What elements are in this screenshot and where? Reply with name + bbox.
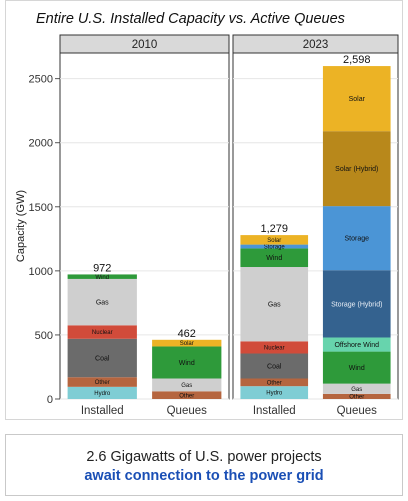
segment-label-other: Other [267, 380, 282, 386]
segment-label-wind: Wind [349, 365, 365, 372]
segment-label-solar: Solar [349, 96, 366, 103]
caption-line-1: 2.6 Gigawatts of U.S. power projects [86, 449, 322, 465]
bar-total-label: 972 [93, 262, 111, 274]
y-tick-label: 1500 [29, 202, 53, 214]
segment-label-gas: Gas [268, 302, 281, 309]
bar-segment-2023-installed-gas [240, 267, 309, 342]
y-tick-label: 0 [47, 394, 53, 406]
bar-segment-2023-installed-coal [240, 353, 309, 379]
bar-total-label: 462 [178, 328, 196, 340]
segment-label-gas: Gas [181, 383, 192, 389]
segment-label-solar: Solar [267, 238, 281, 244]
segment-label-other: Other [349, 395, 364, 401]
bar-segment-2023-queues-storage [322, 206, 391, 271]
bar-segment-2023-installed-storage [240, 244, 309, 249]
segment-label-other: Other [179, 393, 194, 399]
bar-segment-2010-installed-other [67, 377, 137, 387]
x-tick-label: Queues [167, 405, 208, 417]
segment-label-storage: Storage [264, 245, 286, 251]
x-tick-label: Installed [81, 405, 124, 417]
segment-label-nuclear: Nuclear [92, 330, 113, 336]
chart-title: Entire U.S. Installed Capacity vs. Activ… [36, 11, 345, 27]
bar-segment-2023-installed-other [240, 378, 309, 387]
bar-segment-2010-queues-wind [152, 346, 222, 379]
bar-segment-2023-queues-wind [322, 351, 391, 384]
stacked-bar-chart: Entire U.S. Installed Capacity vs. Activ… [15, 11, 399, 417]
bar-segment-2010-installed-coal [67, 338, 137, 378]
chart-card: Entire U.S. Installed Capacity vs. Activ… [5, 0, 403, 420]
bar-segment-2023-installed-hydro [240, 386, 309, 399]
segment-label-wind: Wind [266, 255, 282, 262]
y-tick-label: 2500 [29, 74, 53, 86]
panel-label-2023: 2023 [303, 39, 329, 51]
caption-box: 2.6 Gigawatts of U.S. power projects awa… [5, 434, 403, 496]
bar-segment-2023-installed-nuclear [240, 341, 309, 354]
segment-label-hydro: Hydro [266, 391, 283, 397]
bar-segment-2023-queues-storage-hybrid [322, 270, 391, 338]
segment-label-coal: Coal [95, 355, 110, 362]
bar-segment-2010-installed-wind [67, 274, 137, 279]
bar-segment-2023-queues-offshore-wind [322, 337, 391, 352]
bar-segment-2010-queues-gas [152, 378, 222, 392]
bar-total-label: 1,279 [260, 223, 288, 235]
segment-label-wind: Wind [95, 275, 109, 281]
bar-segment-2010-installed-hydro [67, 386, 137, 399]
segment-label-nuclear: Nuclear [264, 346, 285, 352]
segment-label-coal: Coal [267, 363, 282, 370]
bar-segment-2023-queues-other [322, 393, 391, 399]
x-tick-label: Installed [253, 405, 296, 417]
bar-segment-2010-queues-other [152, 391, 222, 399]
bar-segment-2010-queues-solar [152, 339, 222, 347]
segment-label-gas: Gas [351, 387, 362, 393]
y-tick-label: 1000 [29, 266, 53, 278]
bar-segment-2023-queues-gas [322, 383, 391, 394]
segment-label-wind: Wind [179, 360, 195, 367]
bar-segment-2023-installed-wind [240, 248, 309, 268]
y-tick-label: 500 [35, 330, 53, 342]
bar-segment-2023-queues-solar [322, 66, 391, 132]
segment-label-storage: Storage [344, 236, 369, 243]
segment-label-offshore-wind: Offshore Wind [334, 342, 379, 349]
segment-label-solar: Solar [180, 341, 194, 347]
bar-segment-2010-installed-gas [67, 278, 137, 326]
bar-total-label: 2,598 [343, 54, 371, 66]
segment-label-hydro: Hydro [94, 391, 111, 397]
y-tick-label: 2000 [29, 138, 53, 150]
y-axis-label: Capacity (GW) [15, 190, 27, 262]
segment-label-solar-hybrid: Solar (Hybrid) [335, 166, 378, 173]
segment-label-storage-hybrid: Storage (Hybrid) [331, 301, 382, 308]
bar-segment-2023-queues-solar-hybrid [322, 131, 391, 207]
bar-segment-2023-installed-solar [240, 235, 309, 245]
segment-label-gas: Gas [96, 300, 109, 307]
bar-segment-2010-installed-nuclear [67, 325, 137, 339]
segment-label-other: Other [95, 380, 110, 386]
caption-line-2: await connection to the power grid [84, 468, 324, 484]
x-tick-label: Queues [337, 405, 378, 417]
panel-label-2010: 2010 [132, 39, 158, 51]
